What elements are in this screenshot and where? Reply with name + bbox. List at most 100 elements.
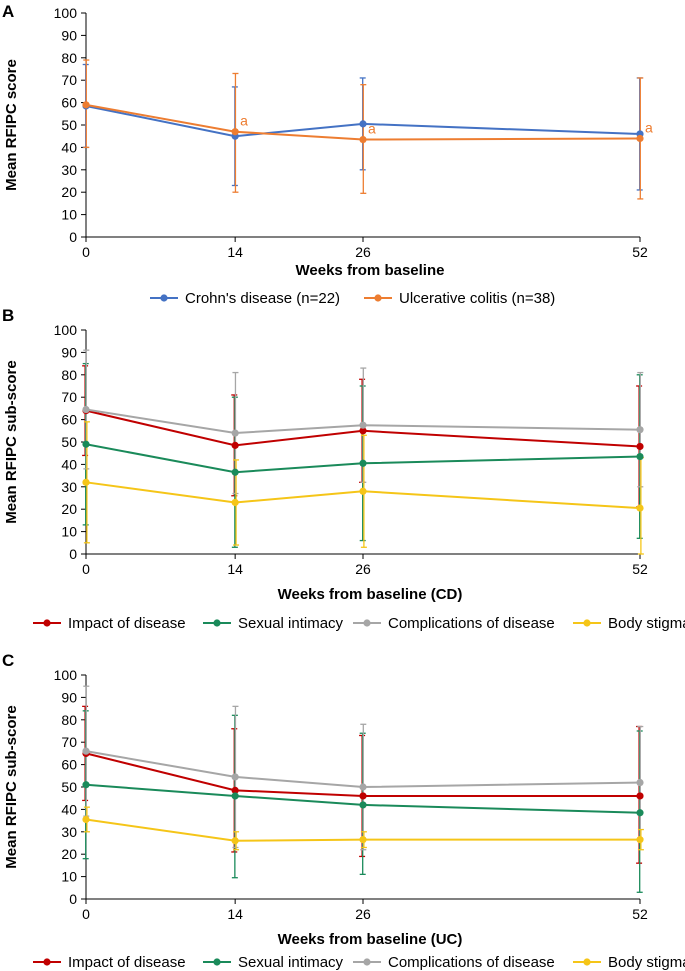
y-tick-label: 20 <box>61 846 77 862</box>
data-point <box>82 815 90 824</box>
data-point <box>231 773 239 781</box>
legend-label: Ulcerative colitis (n=38) <box>399 290 555 307</box>
significance-annotation: a <box>645 119 653 135</box>
data-point <box>359 487 367 495</box>
y-tick-label: 40 <box>61 801 77 817</box>
legend-label: Body stigma <box>608 954 685 971</box>
series-line <box>85 409 641 448</box>
legend-label: Complications of disease <box>388 954 555 971</box>
legend-marker <box>43 619 51 627</box>
legend-marker <box>374 294 382 302</box>
series-line <box>85 104 641 138</box>
x-tick-label: 52 <box>632 561 648 577</box>
series-line <box>85 752 640 797</box>
x-tick-label: 52 <box>632 244 648 260</box>
data-point <box>359 421 367 429</box>
data-point <box>636 836 644 844</box>
legend-label: Impact of disease <box>68 615 186 632</box>
y-axis-title: Mean RFIPC sub-score <box>3 360 20 523</box>
legend-marker <box>213 619 221 627</box>
y-tick-label: 60 <box>61 95 77 111</box>
data-point <box>359 135 367 144</box>
y-tick-label: 30 <box>61 479 77 495</box>
x-tick-label: 0 <box>82 906 90 922</box>
y-tick-label: 100 <box>54 667 78 683</box>
series-line <box>85 103 641 141</box>
data-point <box>82 478 90 486</box>
significance-annotation: a <box>240 113 248 129</box>
x-tick-label: 26 <box>355 561 371 577</box>
panel-label: B <box>2 306 14 325</box>
x-tick-label: 0 <box>82 561 90 577</box>
legend-marker <box>363 619 371 627</box>
x-tick-label: 14 <box>227 561 243 577</box>
legend-marker <box>363 958 371 966</box>
data-point <box>359 783 367 791</box>
data-point <box>82 101 90 109</box>
series-line <box>85 818 640 842</box>
data-point <box>636 792 644 800</box>
y-axis-title: Mean RFIPC score <box>3 59 20 191</box>
y-tick-label: 30 <box>61 162 77 178</box>
data-point <box>231 792 239 800</box>
significance-annotation: a <box>368 121 376 137</box>
panel-label: A <box>2 2 14 21</box>
data-point <box>82 440 90 448</box>
data-point <box>82 405 90 414</box>
data-point <box>636 442 644 451</box>
chart-panel-a: A 0 10 20 30 40 50 60 70 80 90 100 0 14 26 52 Weeks from… <box>2 2 653 307</box>
y-tick-label: 80 <box>61 50 77 66</box>
data-point <box>231 498 239 507</box>
y-tick-label: 40 <box>61 139 77 155</box>
y-tick-label: 20 <box>61 184 77 200</box>
x-tick-label: 14 <box>227 244 243 260</box>
data-point <box>359 836 367 844</box>
data-point <box>359 120 367 128</box>
y-tick-label: 90 <box>61 689 77 705</box>
data-point <box>82 747 90 755</box>
y-tick-label: 90 <box>61 344 77 360</box>
data-point <box>231 441 239 449</box>
x-tick-label: 26 <box>355 906 371 922</box>
data-point <box>359 427 367 435</box>
legend-label: Crohn's disease (n=22) <box>185 290 340 307</box>
chart-panel-c: C 0 10 20 30 40 50 60 70 80 90 100 0 14 26 52 Weeks from… <box>2 651 685 971</box>
legend-label: Complications of disease <box>388 615 555 632</box>
data-point <box>231 837 239 845</box>
y-tick-label: 70 <box>61 72 77 88</box>
data-point <box>231 128 239 136</box>
legend-label: Sexual intimacy <box>238 615 344 632</box>
x-tick-label: 0 <box>82 244 90 260</box>
series-line <box>85 481 641 510</box>
y-tick-label: 30 <box>61 824 77 840</box>
data-point <box>636 809 644 817</box>
data-point <box>231 429 239 437</box>
y-tick-label: 0 <box>69 546 77 562</box>
data-point <box>636 452 644 461</box>
y-tick-label: 50 <box>61 117 77 133</box>
data-point <box>636 134 644 143</box>
series-line <box>85 783 641 814</box>
legend-marker <box>583 619 591 627</box>
data-point <box>636 778 644 787</box>
series-line <box>85 408 641 435</box>
data-point <box>231 468 239 476</box>
y-tick-label: 100 <box>54 5 78 21</box>
y-tick-label: 50 <box>61 779 77 795</box>
y-tick-label: 0 <box>69 891 77 907</box>
y-tick-label: 10 <box>61 524 77 540</box>
data-point <box>636 426 644 434</box>
legend-marker <box>583 958 591 966</box>
y-tick-label: 70 <box>61 734 77 750</box>
legend-label: Sexual intimacy <box>238 954 344 971</box>
data-point <box>359 801 367 809</box>
legend-marker <box>43 958 51 966</box>
y-tick-label: 70 <box>61 389 77 405</box>
x-axis-title: Weeks from baseline (CD) <box>278 586 463 603</box>
x-tick-label: 14 <box>227 906 243 922</box>
data-point <box>359 459 367 467</box>
y-tick-label: 0 <box>69 229 77 245</box>
x-tick-label: 26 <box>355 244 371 260</box>
y-axis-title: Mean RFIPC sub-score <box>3 705 20 868</box>
